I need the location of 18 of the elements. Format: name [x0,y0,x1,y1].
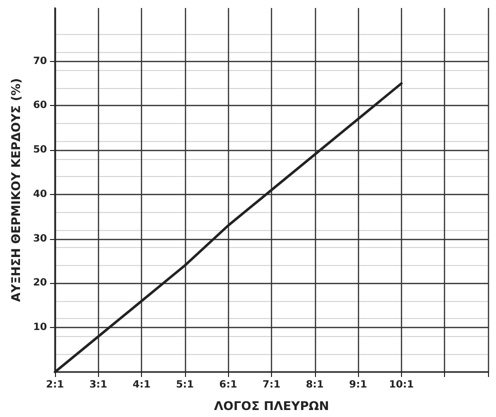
y-tick-label: 60 [33,100,48,112]
y-tick-label: 40 [33,188,48,200]
x-tick-label: 3:1 [89,380,108,390]
y-tick-label: 30 [33,233,48,244]
x-tick-label: 6:1 [219,380,238,390]
x-tick-label: 2:1 [46,380,64,390]
y-tick-label: 50 [33,144,48,156]
x-tick-label: 9:1 [349,380,368,390]
x-tick-label: 5:1 [176,380,194,390]
y-tick-label: 10 [33,322,48,334]
y-tick-label: 70 [33,56,48,67]
x-tick-label: 4:1 [132,380,151,390]
x-tick-label: 7:1 [262,380,280,390]
x-axis-title: ΛΟΓΟΣ ΠΛΕΥΡΩΝ [214,399,329,413]
y-tick-label: 20 [33,278,48,289]
x-tick-label: 10:1 [388,380,414,390]
x-tick-label: 8:1 [306,380,324,390]
y-axis-title: ΑΥΞΗΣΗ ΘΕΡΜΙΚΟΥ ΚΕΡΔΟΥΣ (%) [9,78,24,302]
